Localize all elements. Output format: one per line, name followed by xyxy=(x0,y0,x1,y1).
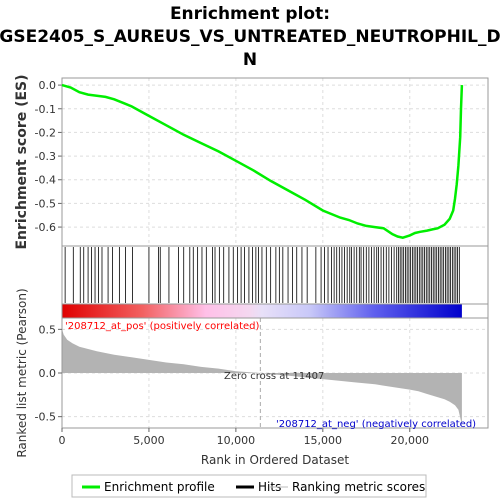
es-tick-label: -0.6 xyxy=(35,221,56,234)
legend-metric-label: Ranking metric scores xyxy=(292,480,425,494)
zero-cross-annotation: Zero cross at 11407 xyxy=(224,371,324,382)
hit-markers xyxy=(64,247,460,303)
x-tick-label: 10,000 xyxy=(217,434,256,447)
chart-title-line-3: N xyxy=(243,50,257,70)
x-tick-label: 5,000 xyxy=(133,434,165,447)
x-tick-label: 20,000 xyxy=(391,434,430,447)
negative-correlation-label: '208712_at_neg' (negatively correlated) xyxy=(276,419,476,430)
x-axis-ticks: 0 5,000 10,000 15,000 20,000 xyxy=(59,428,430,447)
x-tick-label: 15,000 xyxy=(304,434,343,447)
positive-correlation-label: '208712_at_pos' (positively correlated) xyxy=(65,321,259,332)
es-y-ticks: 0.0 -0.1 -0.2 -0.3 -0.4 -0.5 -0.6 xyxy=(35,79,62,234)
chart-title-line-1: Enrichment plot: xyxy=(170,4,330,24)
es-tick-label: -0.1 xyxy=(35,103,56,116)
es-tick-label: -0.4 xyxy=(35,174,56,187)
metric-y-axis-label: Ranked list metric (Pearson) xyxy=(15,288,29,457)
legend-hits-label: Hits xyxy=(258,480,281,494)
metric-y-ticks: 0.5 0.0 -0.5 xyxy=(35,323,62,424)
metric-tick-label: 0.5 xyxy=(39,323,57,336)
x-tick-label: 0 xyxy=(59,434,66,447)
metric-tick-label: 0.0 xyxy=(39,367,57,380)
x-axis-label: Rank in Ordered Dataset xyxy=(201,453,349,467)
chart-title-line-2: GSE2405_S_AUREUS_VS_UNTREATED_NEUTROPHIL… xyxy=(0,27,500,47)
metric-tick-label: -0.5 xyxy=(35,411,56,424)
enrichment-profile-line xyxy=(61,83,464,239)
es-tick-label: -0.5 xyxy=(35,197,56,210)
es-y-axis-label: Enrichment score (ES) xyxy=(14,74,30,249)
ranking-metric-area xyxy=(62,329,462,428)
es-tick-label: -0.2 xyxy=(35,126,56,139)
legend: Enrichment profile Hits Ranking metric s… xyxy=(71,474,427,498)
es-tick-label: -0.3 xyxy=(35,150,56,163)
es-tick-label: 0.0 xyxy=(39,79,57,92)
legend-profile-label: Enrichment profile xyxy=(104,480,215,494)
hits-panel-frame xyxy=(61,245,489,305)
rank-color-bar xyxy=(62,304,462,318)
